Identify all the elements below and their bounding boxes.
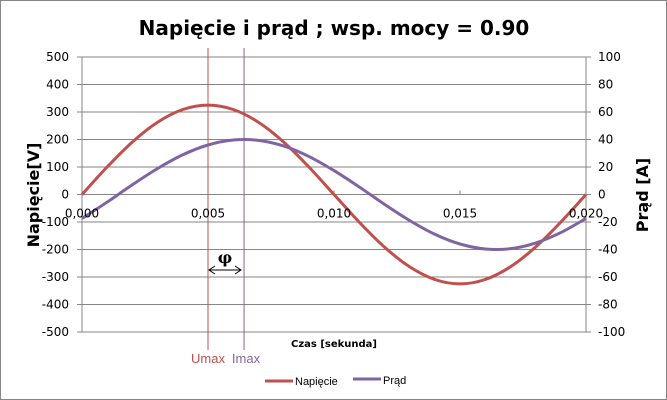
phi-arrow	[208, 265, 242, 275]
y-tick-label: -400	[42, 298, 69, 312]
y2-tick-label: -60	[598, 270, 618, 284]
y2-tick-label: 40	[598, 133, 613, 147]
x-tick-label: 0,020	[569, 207, 603, 221]
legend-label-prad: Prąd	[383, 375, 406, 387]
y2-tick-label: 0	[598, 188, 606, 202]
series-lines	[80, 103, 588, 286]
y2-tick-label: -40	[598, 243, 618, 257]
legend: Napięcie Prąd	[265, 375, 406, 388]
y-axis-label: Napięcie[V]	[24, 143, 43, 248]
series-line-napiecie	[80, 103, 588, 286]
x-axis-label: Czas [sekunda]	[291, 339, 377, 350]
x-tick-label: 0,000	[65, 207, 99, 221]
y2-tick-label: 80	[598, 78, 613, 92]
y-tick-label: -500	[42, 325, 69, 339]
markers	[207, 48, 245, 350]
y2-tick-label: -20	[598, 215, 618, 229]
imax-label: Imax	[232, 351, 261, 366]
y2-tick-label: 60	[598, 105, 613, 119]
y2-axis-label: Prąd [A]	[633, 158, 652, 232]
chart-title: Napięcie i prąd ; wsp. mocy = 0.90	[139, 16, 530, 40]
phi-label: φ	[218, 248, 232, 267]
x-tick-label: 0,015	[443, 207, 477, 221]
x-tick-label: 0,005	[191, 207, 225, 221]
y2-tick-label: -100	[598, 325, 625, 339]
x-tick-label: 0,010	[317, 207, 351, 221]
y-tick-label: 400	[46, 78, 69, 92]
y-tick-label: 300	[46, 105, 69, 119]
y-tick-label: 500	[46, 50, 69, 64]
y-tick-label: -200	[42, 243, 69, 257]
y-tick-label: -100	[42, 215, 69, 229]
y2-tick-label: 100	[598, 50, 621, 64]
y-tick-label: 0	[61, 188, 69, 202]
umax-label: Umax	[191, 351, 225, 366]
legend-label-napiecie: Napięcie	[295, 376, 338, 388]
y-tick-label: 200	[46, 133, 69, 147]
y2-tick-label: -80	[598, 298, 618, 312]
y2-tick-label: 20	[598, 160, 613, 174]
series-line-prad	[81, 138, 587, 251]
y-tick-label: 100	[46, 160, 69, 174]
y-tick-label: -300	[42, 270, 69, 284]
